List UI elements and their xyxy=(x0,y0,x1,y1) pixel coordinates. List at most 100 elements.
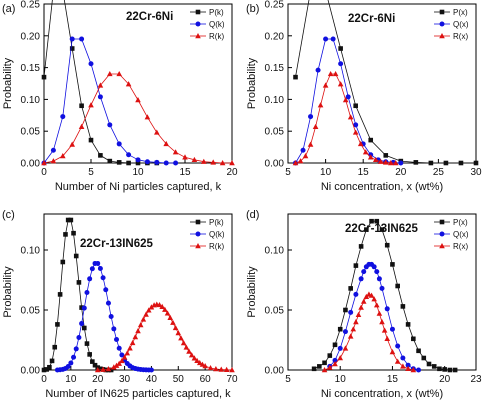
data-point xyxy=(348,286,353,291)
data-point xyxy=(175,330,182,336)
data-point xyxy=(50,147,56,153)
data-point xyxy=(121,354,128,360)
y-axis-label: Probability xyxy=(2,57,14,109)
data-point xyxy=(371,296,377,302)
data-point xyxy=(124,350,131,356)
data-point xyxy=(398,160,404,166)
x-tick-label: 70 xyxy=(226,374,238,385)
data-point xyxy=(116,345,122,351)
data-point xyxy=(108,367,114,373)
data-point xyxy=(358,304,364,310)
data-point xyxy=(41,74,47,80)
legend-label: P(k) xyxy=(209,8,224,17)
data-point xyxy=(68,360,74,366)
data-point xyxy=(178,335,184,341)
chart-title: 22Cr-13IN625 xyxy=(80,238,153,250)
data-point xyxy=(327,70,334,77)
data-point xyxy=(126,160,131,166)
data-point xyxy=(342,345,349,351)
data-point xyxy=(374,269,380,275)
data-point xyxy=(292,160,299,166)
y-tick-label: 0.00 xyxy=(21,366,41,377)
data-point xyxy=(73,346,79,352)
data-point xyxy=(76,334,82,340)
data-point xyxy=(65,217,71,223)
data-point xyxy=(342,97,349,103)
data-point xyxy=(78,123,85,129)
data-point xyxy=(337,326,343,332)
data-point xyxy=(458,160,464,166)
data-point xyxy=(79,36,85,42)
data-point xyxy=(103,287,109,293)
legend-marker xyxy=(439,219,445,225)
data-point xyxy=(353,122,359,128)
data-point xyxy=(332,361,338,367)
data-point xyxy=(405,362,411,368)
data-point xyxy=(400,355,406,361)
data-point xyxy=(337,345,343,351)
data-point xyxy=(210,159,216,165)
y-tick-label: 0.00 xyxy=(265,366,285,377)
data-point xyxy=(97,94,103,100)
data-point xyxy=(447,367,453,373)
data-point xyxy=(426,361,432,367)
data-point xyxy=(164,310,171,316)
x-tick-label: 30 xyxy=(470,167,482,178)
series-R(k) xyxy=(94,301,235,373)
data-point xyxy=(229,160,235,166)
data-point xyxy=(132,334,139,340)
data-point xyxy=(167,314,174,320)
data-point xyxy=(100,275,106,281)
data-point xyxy=(88,61,94,67)
data-point xyxy=(332,70,339,77)
panel-label: (a) xyxy=(2,3,15,15)
data-point xyxy=(202,363,208,369)
data-point xyxy=(389,326,395,332)
series-line xyxy=(43,0,157,164)
data-point xyxy=(41,367,47,373)
legend-marker xyxy=(439,9,445,15)
series-R(x) xyxy=(321,291,417,373)
data-point xyxy=(100,366,106,372)
data-point xyxy=(437,366,442,372)
data-point xyxy=(392,160,399,166)
series-P(x) xyxy=(311,218,458,373)
data-point xyxy=(342,329,348,335)
data-point xyxy=(144,114,151,120)
legend-label: Q(k) xyxy=(209,230,225,239)
data-point xyxy=(377,158,384,164)
data-point xyxy=(50,158,57,164)
legend-label: R(x) xyxy=(453,242,468,251)
data-point xyxy=(135,157,141,163)
data-point xyxy=(129,339,136,346)
data-point xyxy=(387,160,394,166)
data-point xyxy=(60,114,66,120)
series-R(x) xyxy=(292,70,399,166)
data-point xyxy=(94,367,101,373)
data-point xyxy=(113,362,120,368)
series-line xyxy=(97,304,233,371)
data-point xyxy=(348,309,354,315)
data-point xyxy=(368,137,374,143)
data-point xyxy=(92,362,98,368)
y-tick-label: 0.25 xyxy=(265,0,285,11)
data-point xyxy=(98,153,103,158)
data-point xyxy=(191,156,198,163)
data-point xyxy=(381,327,388,333)
legend-marker xyxy=(439,21,445,27)
x-axis-label: Ni concentration, x (wt%) xyxy=(321,181,443,193)
data-point xyxy=(52,344,58,350)
data-point xyxy=(116,141,122,147)
data-point xyxy=(73,253,79,259)
legend-marker xyxy=(439,231,445,237)
data-point xyxy=(293,74,298,80)
legend-label: Q(x) xyxy=(453,230,469,239)
data-point xyxy=(452,367,458,373)
data-point xyxy=(353,291,359,297)
y-tick-label: 0.20 xyxy=(265,31,285,42)
data-point xyxy=(126,152,132,158)
data-point xyxy=(172,324,179,331)
legend: P(x) Q(x) R(x) xyxy=(434,218,469,251)
series-Q(k) xyxy=(41,36,179,166)
x-tick-label: 10 xyxy=(65,374,77,385)
